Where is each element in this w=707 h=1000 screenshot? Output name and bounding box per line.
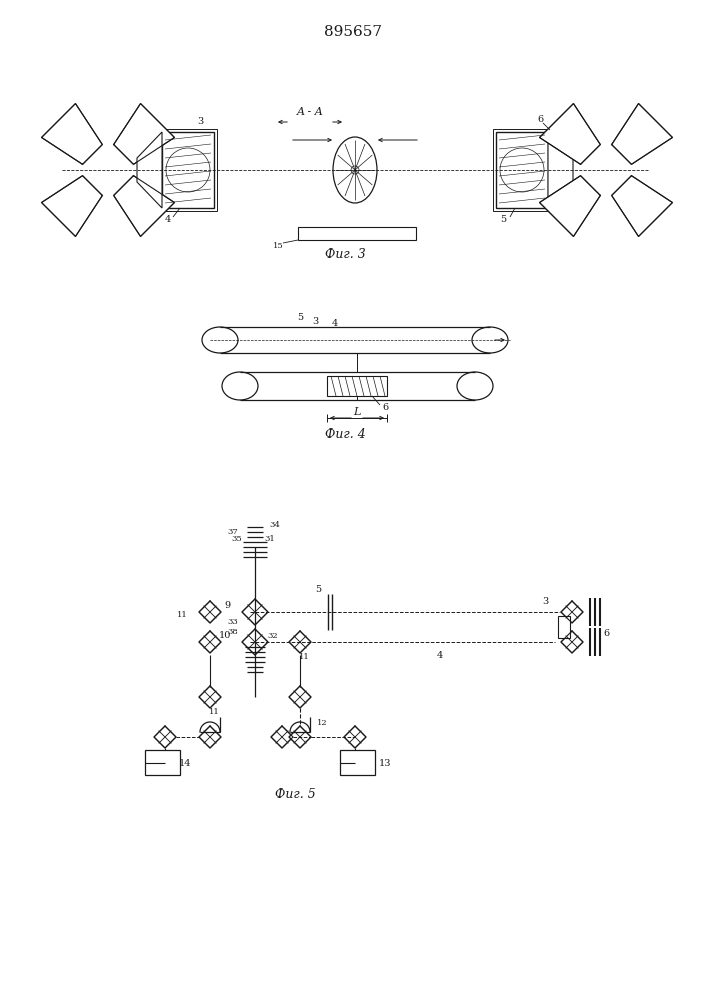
Bar: [298, 227, 416, 240]
Text: 13: 13: [379, 758, 391, 768]
Bar: [493, 129, 551, 211]
Text: 33: 33: [228, 618, 238, 626]
Polygon shape: [242, 599, 268, 625]
Bar: [145, 750, 180, 775]
Bar: [496, 132, 548, 208]
Text: 3: 3: [312, 318, 318, 326]
Circle shape: [182, 164, 194, 176]
Circle shape: [511, 159, 533, 181]
Polygon shape: [199, 601, 221, 623]
Circle shape: [351, 166, 359, 174]
Text: 6: 6: [603, 630, 609, 639]
Text: 9: 9: [224, 601, 230, 610]
Text: 37: 37: [228, 528, 238, 536]
Text: 5: 5: [315, 585, 321, 594]
Polygon shape: [154, 726, 176, 748]
Polygon shape: [289, 686, 311, 708]
Polygon shape: [289, 726, 311, 748]
Bar: [340, 750, 375, 775]
Text: 11: 11: [177, 611, 187, 619]
Polygon shape: [42, 104, 103, 164]
Text: 15: 15: [273, 242, 284, 250]
Ellipse shape: [333, 137, 377, 203]
Text: 31: 31: [264, 535, 275, 543]
Circle shape: [166, 148, 210, 192]
Text: 38: 38: [228, 628, 238, 636]
Text: 5: 5: [500, 216, 506, 225]
Circle shape: [505, 153, 539, 187]
Bar: [327, 376, 387, 396]
Text: 6: 6: [382, 403, 388, 412]
Ellipse shape: [222, 372, 258, 400]
Ellipse shape: [457, 372, 493, 400]
Text: Фиг. 4: Фиг. 4: [325, 428, 366, 440]
Text: Фиг. 5: Фиг. 5: [274, 788, 315, 802]
Text: 11: 11: [209, 708, 219, 716]
Text: 14: 14: [179, 758, 192, 768]
Ellipse shape: [472, 327, 508, 353]
Polygon shape: [612, 176, 672, 236]
Text: 10: 10: [218, 632, 231, 641]
Text: 4: 4: [165, 216, 171, 225]
Bar: [162, 132, 214, 208]
Text: 895657: 895657: [324, 25, 382, 39]
Circle shape: [177, 159, 199, 181]
Polygon shape: [199, 631, 221, 653]
Text: 4: 4: [332, 320, 338, 328]
Polygon shape: [199, 726, 221, 748]
Text: 4: 4: [437, 652, 443, 660]
Text: 35: 35: [232, 535, 243, 543]
Polygon shape: [289, 631, 311, 653]
Polygon shape: [548, 132, 573, 208]
Polygon shape: [561, 601, 583, 623]
Polygon shape: [199, 686, 221, 708]
Text: A - A: A - A: [297, 107, 323, 117]
Text: 34: 34: [269, 521, 281, 529]
Bar: [558, 616, 570, 638]
Text: 6: 6: [537, 115, 543, 124]
Circle shape: [500, 148, 544, 192]
Text: 3: 3: [197, 117, 203, 126]
Circle shape: [516, 164, 528, 176]
Text: 5: 5: [297, 314, 303, 322]
Polygon shape: [561, 631, 583, 653]
Ellipse shape: [202, 327, 238, 353]
Polygon shape: [539, 104, 600, 164]
Text: 32: 32: [268, 632, 279, 640]
Polygon shape: [344, 726, 366, 748]
Polygon shape: [271, 726, 293, 748]
Text: L: L: [354, 407, 361, 417]
Polygon shape: [114, 104, 175, 164]
Polygon shape: [137, 132, 162, 208]
Text: 3: 3: [542, 597, 548, 606]
Text: 11: 11: [298, 653, 310, 661]
Polygon shape: [242, 629, 268, 655]
Bar: [159, 129, 217, 211]
Polygon shape: [114, 176, 175, 236]
Polygon shape: [42, 176, 103, 236]
Polygon shape: [612, 104, 672, 164]
Text: 12: 12: [317, 719, 327, 727]
Text: Фиг. 3: Фиг. 3: [325, 248, 366, 261]
Circle shape: [171, 153, 205, 187]
Polygon shape: [539, 176, 600, 236]
